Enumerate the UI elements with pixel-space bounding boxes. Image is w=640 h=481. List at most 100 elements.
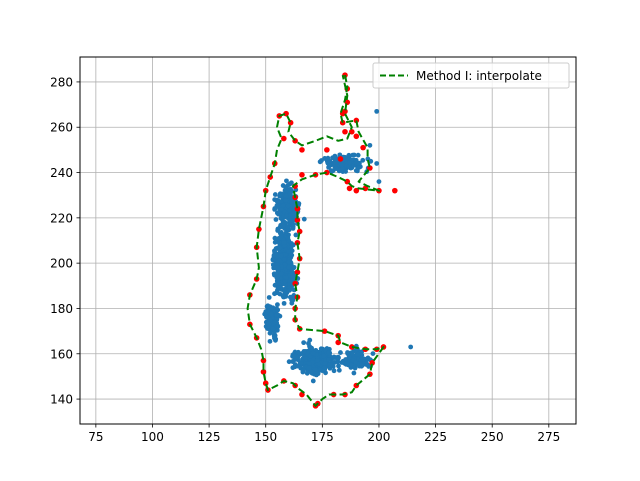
data-point: [284, 178, 289, 184]
data-point: [300, 368, 306, 373]
boundary-point: [292, 280, 298, 287]
data-point: [274, 274, 280, 280]
data-point: [287, 282, 293, 288]
data-point: [301, 340, 307, 346]
data-point: [301, 348, 307, 354]
data-point: [274, 289, 280, 295]
data-point: [286, 259, 292, 265]
data-point: [366, 364, 372, 369]
y-tick-label: 260: [50, 121, 73, 135]
data-point: [273, 337, 278, 343]
data-point: [367, 142, 373, 148]
data-point: [276, 280, 282, 286]
boundary-point: [369, 360, 375, 366]
data-point: [266, 295, 272, 300]
data-point: [318, 346, 324, 352]
data-point: [360, 157, 366, 163]
data-point: [306, 340, 311, 346]
data-point: [327, 362, 333, 368]
data-point: [270, 257, 276, 263]
data-point: [360, 356, 366, 362]
axes-frame: [79, 56, 577, 425]
data-point: [283, 198, 289, 203]
data-point: [270, 326, 276, 332]
data-point: [312, 366, 318, 372]
boundary-point: [294, 217, 301, 223]
data-point: [346, 355, 352, 360]
data-point: [272, 192, 278, 197]
boundary-point: [324, 169, 330, 176]
y-tick-label: 200: [50, 257, 73, 271]
data-point: [293, 232, 299, 238]
data-point: [275, 302, 280, 308]
data-point: [351, 152, 357, 158]
grid: [80, 57, 576, 424]
boundary-point: [324, 147, 330, 153]
data-point: [287, 181, 293, 187]
data-point: [301, 216, 307, 222]
data-point: [326, 350, 332, 356]
boundary-point: [342, 128, 348, 135]
boundary-points: [247, 72, 398, 409]
interpolate-curve-line: [246, 74, 385, 407]
y-tick-label: 160: [50, 347, 73, 361]
data-point: [289, 200, 294, 206]
data-point: [343, 169, 348, 174]
x-tick-label: 275: [537, 430, 560, 444]
y-tick-label: 220: [50, 211, 73, 225]
boundary-point: [353, 187, 360, 194]
boundary-point: [281, 135, 287, 142]
data-point: [272, 197, 278, 203]
data-point: [351, 370, 357, 376]
y-tick-label: 180: [50, 302, 73, 316]
data-point: [374, 108, 380, 114]
data-point: [272, 239, 278, 245]
data-point: [326, 357, 332, 363]
boundary-point: [353, 117, 360, 124]
data-point: [339, 162, 345, 168]
data-point: [374, 161, 380, 166]
y-tick-label: 280: [50, 75, 73, 89]
data-point: [279, 207, 284, 212]
data-point: [308, 369, 314, 375]
x-tick-label: 125: [198, 430, 221, 444]
data-point: [274, 312, 280, 318]
data-point: [338, 350, 343, 355]
data-point: [321, 353, 327, 359]
data-point: [408, 344, 414, 350]
data-point: [310, 350, 316, 356]
legend-label: Method I: interpolate: [416, 69, 542, 83]
data-point: [359, 362, 365, 368]
data-point: [306, 361, 312, 366]
x-tick-label: 250: [481, 430, 504, 444]
boundary-point: [321, 328, 328, 334]
data-point: [354, 160, 360, 166]
data-point: [306, 365, 312, 371]
x-tick-label: 75: [88, 430, 103, 444]
data-point: [279, 271, 285, 276]
data-point: [286, 249, 292, 254]
boundary-point: [337, 156, 344, 162]
legend: Method I: interpolate: [372, 62, 570, 89]
interpolated-curve: [246, 74, 385, 407]
boundary-point: [335, 339, 341, 346]
data-point: [278, 193, 283, 198]
data-point: [376, 179, 382, 184]
y-tick-label: 140: [50, 393, 73, 407]
x-tick-label: 225: [424, 430, 447, 444]
data-point: [355, 152, 361, 158]
data-point: [281, 240, 287, 245]
boundary-point: [294, 269, 301, 276]
data-point: [268, 311, 274, 317]
data-points: [262, 108, 414, 384]
data-point: [314, 357, 320, 363]
data-point: [295, 355, 301, 360]
data-point: [353, 360, 358, 366]
data-point: [280, 203, 286, 208]
data-point: [287, 190, 293, 196]
data-point: [325, 155, 331, 161]
data-point: [275, 265, 281, 271]
data-point: [346, 152, 352, 158]
data-point: [272, 333, 277, 339]
data-point: [268, 305, 274, 311]
